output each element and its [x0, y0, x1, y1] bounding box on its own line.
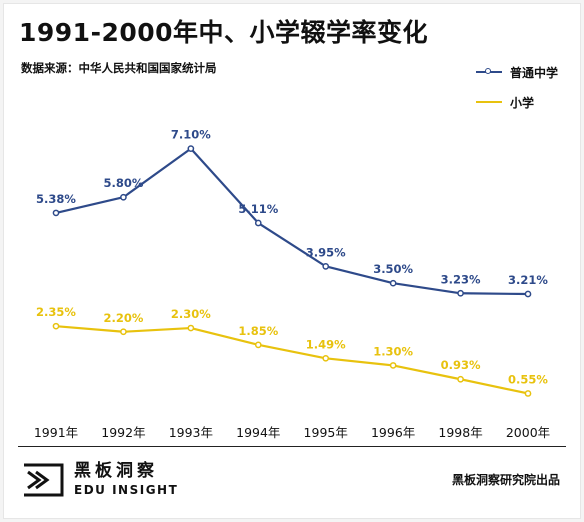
credit-text: 黑板洞察研究院出品	[451, 473, 560, 487]
data-point	[322, 354, 330, 362]
data-point	[457, 289, 464, 297]
legend-line-middle-school-icon	[475, 68, 502, 74]
x-tick-label: 1994年	[236, 425, 280, 440]
x-tick-label: 2000年	[506, 425, 550, 440]
brand-name-cn: 黑板洞察	[74, 461, 158, 481]
data-label: 2.30%	[171, 307, 211, 321]
data-label: 0.93%	[441, 358, 481, 372]
x-tick-label: 1993年	[169, 425, 213, 440]
data-label: 2.20%	[103, 311, 143, 325]
data-point	[322, 263, 330, 270]
x-tick-label: 1995年	[304, 425, 348, 440]
x-tick-label: 1998年	[438, 425, 482, 440]
x-tick-label: 1992年	[101, 425, 145, 440]
data-label: 7.10%	[171, 128, 211, 142]
data-label: 2.35%	[36, 305, 76, 319]
chart-title: 1991-2000年中、小学辍学率变化	[19, 18, 429, 47]
data-point	[457, 375, 464, 383]
data-label: 3.21%	[508, 273, 548, 287]
series-line-0	[55, 147, 529, 296]
legend: 普通中学 小学	[475, 62, 558, 122]
data-source: 数据来源：中华人民共和国国家统计局	[21, 61, 217, 75]
data-label: 3.50%	[373, 262, 413, 276]
x-tick-label: 1996年	[371, 425, 415, 440]
data-label: 5.38%	[36, 192, 76, 206]
legend-label-primary-school: 小学	[509, 95, 534, 110]
data-label: 5.11%	[238, 202, 278, 216]
legend-label-middle-school: 普通中学	[509, 65, 558, 80]
legend-line-primary-school-icon	[475, 101, 502, 103]
brand-logo: 黑板洞察 EDU INSIGHT	[22, 461, 178, 499]
data-label: 0.55%	[508, 372, 548, 386]
data-point	[187, 324, 195, 332]
data-point	[120, 328, 127, 336]
data-point	[52, 322, 60, 330]
data-label: 1.49%	[306, 337, 346, 351]
data-label: 5.80%	[103, 176, 143, 190]
brand-name-en: EDU INSIGHT	[74, 483, 179, 497]
data-point	[254, 341, 262, 349]
series-line-1	[55, 325, 529, 395]
data-point	[52, 209, 60, 217]
data-point	[389, 362, 397, 369]
x-tick-label: 1991年	[34, 425, 78, 440]
data-label: 1.85%	[238, 324, 278, 338]
data-point	[120, 193, 127, 201]
brand-mark-icon	[24, 463, 64, 497]
data-point	[254, 219, 262, 227]
data-point	[187, 145, 195, 152]
legend-item-primary-school: 小学	[475, 92, 558, 112]
data-label: 3.23%	[441, 272, 481, 286]
data-point	[524, 290, 532, 298]
legend-item-middle-school: 普通中学	[475, 62, 558, 82]
data-label: 3.95%	[306, 245, 346, 259]
data-point	[389, 279, 397, 287]
data-label: 1.30%	[373, 344, 413, 358]
figure-frame	[3, 3, 581, 519]
data-point	[524, 390, 532, 397]
footer-divider	[18, 446, 566, 447]
